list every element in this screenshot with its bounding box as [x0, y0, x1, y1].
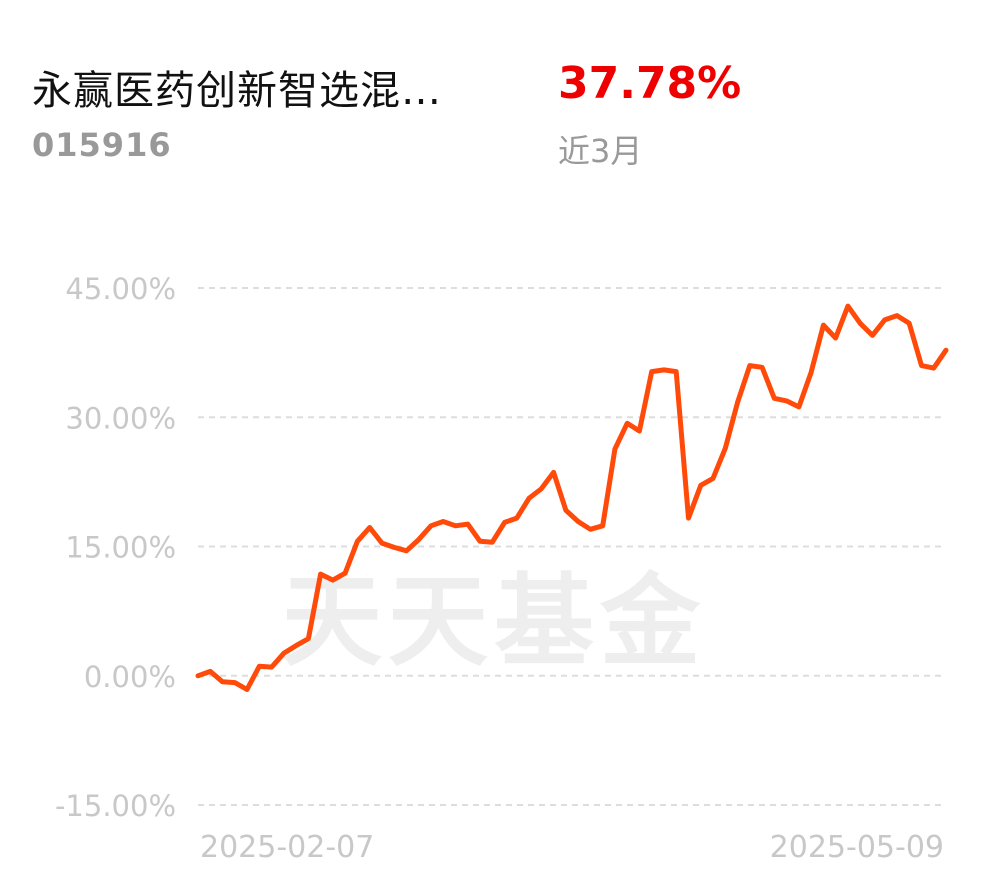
y-tick-label: 15.00% — [65, 531, 176, 565]
y-tick-label: 45.00% — [65, 272, 176, 306]
x-tick-label: 2025-02-07 — [200, 830, 374, 865]
y-axis-tick-labels: 45.00% 30.00% 15.00% 0.00% -15.00% — [55, 272, 176, 823]
y-tick-label: 30.00% — [65, 401, 176, 435]
return-value: 37.78% — [558, 58, 742, 109]
series-line — [195, 303, 949, 692]
y-tick-label: -15.00% — [55, 789, 176, 823]
fund-code: 015916 — [32, 126, 172, 164]
fund-name: 永赢医药创新智选混… — [32, 68, 442, 114]
series-layer — [195, 303, 949, 692]
x-tick-label: 2025-05-09 — [770, 830, 944, 865]
grid-lines — [198, 287, 946, 806]
return-period-label: 近3月 — [558, 132, 643, 170]
y-tick-label: 0.00% — [84, 660, 176, 694]
x-axis-tick-labels: 2025-02-07 2025-05-09 — [200, 830, 944, 865]
watermark-logo: 天天基金 — [282, 562, 706, 680]
